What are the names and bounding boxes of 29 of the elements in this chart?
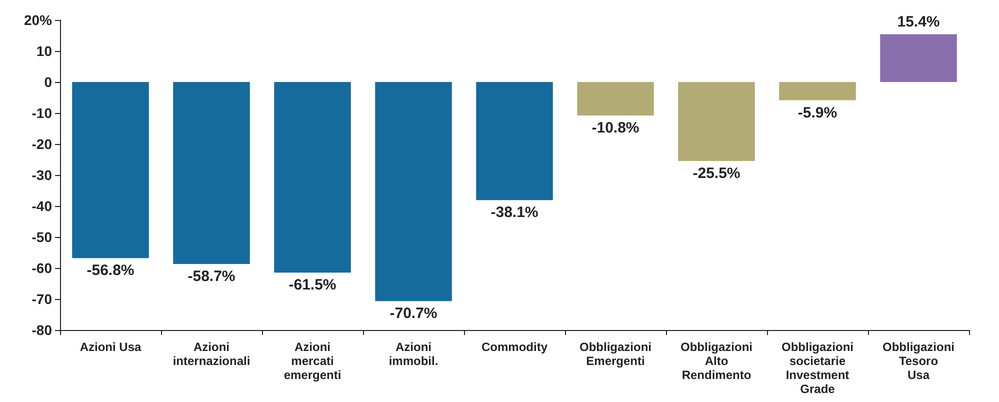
x-tick-label: Commodity — [482, 340, 548, 354]
y-tick-label: 20% — [24, 12, 53, 28]
y-tick-label: 10 — [36, 43, 52, 59]
y-tick-label: -70 — [32, 291, 52, 307]
x-tick-label: Obbligazioni Alto Rendimento — [680, 340, 752, 382]
y-tick-label: -80 — [32, 322, 52, 338]
data-label: -56.8% — [86, 262, 134, 280]
x-tick-label: Azioni mercati emergenti — [284, 340, 342, 382]
data-label: -61.5% — [288, 276, 336, 294]
data-label: -38.1% — [490, 204, 538, 222]
data-label: -5.9% — [798, 104, 838, 122]
data-label: -25.5% — [692, 165, 740, 182]
data-label: -58.7% — [188, 268, 236, 285]
y-tick-label: -60 — [32, 260, 52, 276]
y-tick-label: -40 — [32, 198, 52, 214]
data-label: 15.4% — [897, 13, 940, 30]
y-tick-label: -50 — [32, 229, 52, 245]
x-tick-label: Azioni immobil. — [388, 340, 438, 368]
y-tick-label: 0 — [44, 74, 52, 90]
x-tick-label: Obbligazioni Tesoro Usa — [882, 340, 954, 382]
y-tick-label: -30 — [32, 167, 52, 183]
x-tick-label: Azioni internazionali — [172, 340, 250, 368]
data-label: -10.8% — [592, 119, 640, 136]
x-tick-label: Azioni Usa — [80, 340, 142, 354]
x-tick-label: Obbligazioni societarie Investment Grade — [782, 340, 854, 396]
data-label: -70.7% — [390, 305, 438, 322]
y-tick-label: -10 — [32, 105, 52, 121]
x-tick-label: Obbligazioni Emergenti — [580, 340, 652, 368]
y-tick-label: -20 — [32, 136, 52, 152]
